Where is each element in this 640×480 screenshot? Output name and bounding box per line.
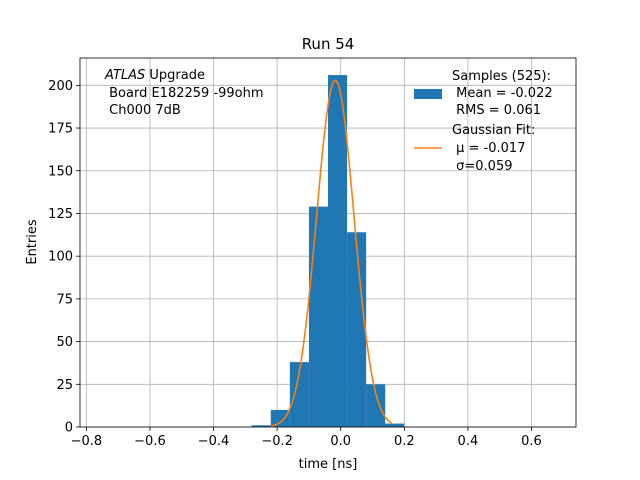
- annotation-line-3: Ch000 7dB: [105, 103, 181, 118]
- x-tick-label: 0.0: [330, 434, 351, 449]
- atlas-annotation: ATLAS Upgrade Board E182259 -99ohm Ch000…: [104, 68, 264, 118]
- chart-title: Run 54: [302, 35, 355, 53]
- histogram-bar: [385, 423, 405, 427]
- y-axis-ticks: 0 25 50 75 100 125 150 175 200: [48, 79, 80, 436]
- plot-frame: [79, 57, 577, 428]
- x-tick-label: −0.4: [198, 434, 230, 449]
- legend-fit-line-2: μ = -0.017: [452, 141, 525, 156]
- x-tick-label: 0.4: [458, 434, 479, 449]
- legend-samples-line-2: Mean = -0.022: [452, 86, 553, 101]
- x-tick-label: −0.2: [261, 434, 293, 449]
- y-tick-label: 100: [48, 250, 73, 265]
- histogram-bar: [328, 75, 348, 427]
- annotation-line-1: ATLAS Upgrade: [104, 68, 205, 83]
- legend-samples-line-1: Samples (525):: [452, 69, 551, 84]
- legend-histogram-patch: [414, 89, 442, 99]
- histogram-bar: [347, 232, 367, 427]
- y-tick-label: 125: [48, 207, 73, 222]
- y-tick-label: 25: [56, 378, 73, 393]
- histogram-bar: [308, 206, 328, 427]
- histogram-bar: [289, 362, 309, 427]
- legend-fit-line-3: σ=0.059: [452, 159, 512, 174]
- annotation-atlas-italic: ATLAS: [104, 68, 145, 83]
- gaussian-fit-curve: [270, 79, 393, 427]
- annotation-line-2: Board E182259 -99ohm: [105, 86, 264, 101]
- x-tick-label: −0.6: [134, 434, 166, 449]
- histogram-bar: [366, 384, 386, 427]
- annotation-upgrade: Upgrade: [145, 68, 205, 83]
- x-tick-label: −0.8: [71, 434, 103, 449]
- x-tick-label: 0.6: [521, 434, 542, 449]
- histogram-bars: [251, 75, 405, 427]
- y-tick-label: 50: [56, 335, 73, 350]
- y-tick-label: 75: [56, 292, 73, 307]
- legend: Samples (525): Mean = -0.022 RMS = 0.061…: [414, 69, 553, 174]
- x-tick-label: 0.2: [394, 434, 415, 449]
- legend-fit-line-1: Gaussian Fit:: [452, 123, 535, 138]
- x-axis-title: time [ns]: [299, 457, 358, 472]
- histogram-bar: [251, 425, 271, 427]
- legend-samples-line-3: RMS = 0.061: [452, 103, 541, 118]
- y-tick-label: 150: [48, 164, 73, 179]
- histogram-bar: [270, 409, 290, 427]
- x-axis-ticks: −0.8 −0.6 −0.4 −0.2 0.0 0.2 0.4 0.6: [71, 427, 542, 449]
- gaussian-fit-curve-group: [270, 79, 393, 427]
- y-tick-label: 175: [48, 122, 73, 137]
- y-tick-label: 200: [48, 79, 73, 94]
- y-tick-label: 0: [65, 421, 73, 436]
- y-axis-title: Entries: [25, 219, 40, 265]
